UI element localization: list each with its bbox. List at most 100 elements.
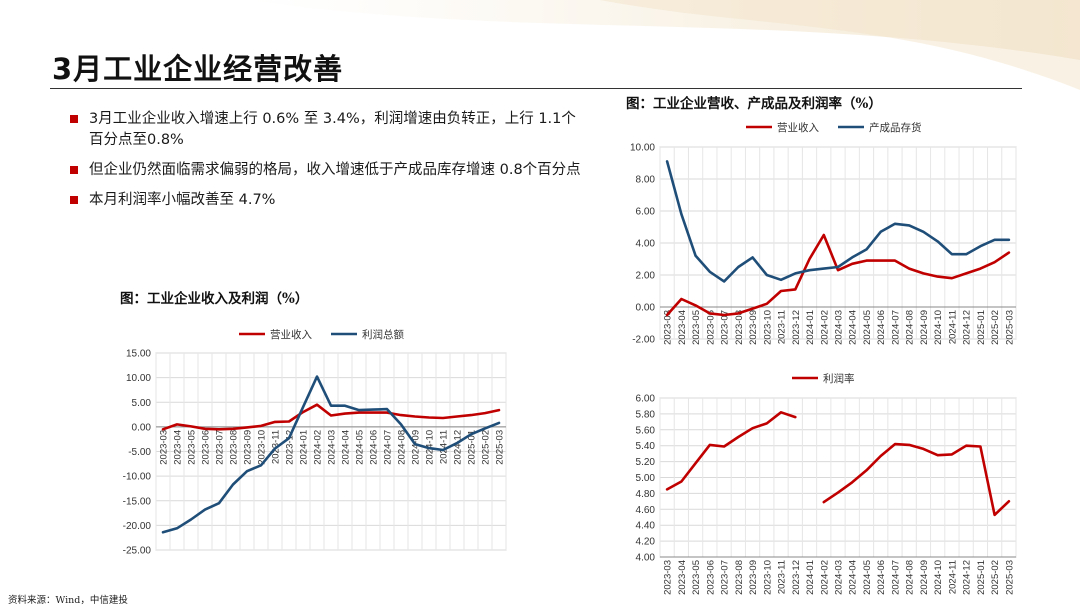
x-tick-label: 2023-10 <box>762 560 773 595</box>
series-line-利润率 <box>665 411 1011 517</box>
bullet-text: 3月工业企业收入增速上行 0.6% 至 3.4%，利润增速由负转正，上行 1.1… <box>89 111 576 148</box>
x-tick-label: 2024-04 <box>848 560 859 595</box>
page-title: 3月工业企业经营改善 <box>52 52 344 86</box>
y-tick-label: -15.00 <box>123 496 152 507</box>
x-tick-label: 2023-09 <box>748 310 759 345</box>
legend-label: 营业收入 <box>270 328 312 341</box>
x-tick-label: 2024-01 <box>805 310 816 345</box>
y-tick-label: 5.20 <box>636 457 656 468</box>
revenue-inventory-chart: 10.008.006.004.002.000.00-2.00 2023-03 202… <box>630 121 1017 346</box>
chart-2-title: 图：工业企业营收、产成品及利润率（%） <box>626 96 882 112</box>
x-tick-label: 2024-12 <box>453 430 464 465</box>
y-tick-label: 5.00 <box>132 398 152 409</box>
x-tick-label: 2024-03 <box>834 560 845 595</box>
x-tick-label: 2023-11 <box>777 560 788 594</box>
legend-label: 利润总额 <box>362 328 404 341</box>
y-tick-label: 0.00 <box>636 303 656 314</box>
income-profit-chart: 15.00 10.00 5.00 0.00 -5.00 -10.00 -15.00 -20.0… <box>123 328 507 557</box>
series-line-利润总额 <box>161 375 501 534</box>
y-tick-label: 4.20 <box>636 537 656 548</box>
y-tick-label: -25.00 <box>123 546 152 557</box>
series-line-营业收入 <box>665 233 1011 317</box>
bullet-text: 但企业仍然面临需求偏弱的格局，收入增速低于产成品库存增速 0.8个百分点 <box>89 162 581 178</box>
y-tick-label: 8.00 <box>636 175 656 186</box>
bullet-square-icon <box>70 166 78 174</box>
legend-label: 产成品存货 <box>869 121 922 134</box>
x-tick-label: 2023-03 <box>663 560 674 595</box>
x-tick-label: 2024-03 <box>834 310 845 345</box>
x-tick-label: 2024-09 <box>411 430 422 465</box>
x-tick-label: 2023-12 <box>791 310 802 345</box>
x-tick-label: 2024-11 <box>947 310 958 344</box>
y-tick-label: 4.40 <box>636 521 656 532</box>
x-tick-label: 2023-05 <box>691 560 702 595</box>
x-tick-label: 2024-04 <box>848 310 859 345</box>
x-tick-label: 2023-09 <box>748 560 759 595</box>
legend-label: 营业收入 <box>777 121 819 134</box>
x-tick-label: 2024-05 <box>862 560 873 595</box>
y-tick-label: 5.00 <box>636 473 656 484</box>
x-tick-label: 2024-04 <box>341 430 352 465</box>
x-tick-label: 2024-10 <box>933 310 944 345</box>
x-tick-label: 2024-05 <box>355 430 366 465</box>
y-tick-label: 4.60 <box>636 505 656 516</box>
x-tick-label: 2023-06 <box>201 430 212 465</box>
bullet-square-icon <box>70 115 78 123</box>
x-tick-label: 2023-10 <box>257 430 268 465</box>
x-tick-label: 2025-03 <box>1004 310 1015 345</box>
x-tick-label: 2024-12 <box>962 560 973 595</box>
bullet-square-icon <box>70 196 78 204</box>
x-tick-label: 2024-07 <box>890 310 901 345</box>
x-tick-label: 2024-01 <box>805 560 816 595</box>
x-tick-label: 2025-02 <box>990 310 1001 345</box>
source-note: 资料来源：Wind，中信建投 <box>8 595 128 606</box>
x-tick-label: 2025-03 <box>495 430 506 465</box>
x-tick-label: 2023-07 <box>720 310 731 345</box>
x-tick-label: 2025-01 <box>467 430 478 465</box>
x-tick-label: 2024-10 <box>933 560 944 595</box>
x-tick-label: 2023-08 <box>734 560 745 595</box>
bullet-list: 3月工业企业收入增速上行 0.6% 至 3.4%，利润增速由负转正，上行 1.1… <box>70 109 590 220</box>
x-tick-label: 2024-06 <box>876 310 887 345</box>
x-tick-label: 2023-05 <box>187 430 198 465</box>
x-tick-label: 2024-08 <box>905 310 916 345</box>
y-tick-label: 5.40 <box>636 441 656 452</box>
x-tick-label: 2024-07 <box>383 430 394 465</box>
x-tick-label: 2023-03 <box>159 430 170 465</box>
y-tick-label: 10.00 <box>630 143 655 154</box>
x-tick-label: 2023-12 <box>791 560 802 595</box>
y-tick-label: -10.00 <box>123 472 152 483</box>
x-tick-label: 2023-08 <box>734 310 745 345</box>
x-tick-label: 2025-03 <box>1004 560 1015 595</box>
y-tick-label: 0.00 <box>132 422 152 433</box>
x-tick-label: 2024-12 <box>962 310 973 345</box>
x-tick-label: 2024-02 <box>313 430 324 465</box>
y-tick-label: -20.00 <box>123 521 152 532</box>
legend-label: 利润率 <box>823 372 855 385</box>
y-tick-label: 5.60 <box>636 425 656 436</box>
x-tick-label: 2024-08 <box>397 430 408 465</box>
x-tick-label: 2023-10 <box>762 310 773 345</box>
bullet-item: 但企业仍然面临需求偏弱的格局，收入增速低于产成品库存增速 0.8个百分点 <box>70 160 590 181</box>
bullet-item: 3月工业企业收入增速上行 0.6% 至 3.4%，利润增速由负转正，上行 1.1… <box>70 109 590 151</box>
x-tick-label: 2024-02 <box>819 310 830 345</box>
x-tick-label: 2023-04 <box>173 430 184 465</box>
y-tick-label: 10.00 <box>126 373 151 384</box>
x-tick-label: 2023-07 <box>215 430 226 465</box>
y-tick-label: 4.00 <box>636 553 656 564</box>
profit-margin-chart: 6.00 5.80 5.60 5.40 5.20 5.00 4.80 4.60 4.40 4.20… <box>636 372 1017 595</box>
x-tick-label: 2023-08 <box>229 430 240 465</box>
x-tick-label: 2025-01 <box>976 560 987 595</box>
x-tick-label: 2024-07 <box>890 560 901 595</box>
x-tick-label: 2023-12 <box>285 430 296 465</box>
x-tick-label: 2023-07 <box>720 560 731 595</box>
x-tick-label: 2025-02 <box>481 430 492 465</box>
x-tick-label: 2024-03 <box>327 430 338 465</box>
y-tick-label: 4.00 <box>636 239 656 250</box>
x-tick-label: 2023-04 <box>677 310 688 345</box>
x-tick-label: 2023-06 <box>705 310 716 345</box>
x-tick-label: 2024-11 <box>439 430 450 464</box>
x-tick-label: 2025-01 <box>976 310 987 345</box>
y-tick-label: 15.00 <box>126 349 151 360</box>
y-tick-label: 6.00 <box>636 207 656 218</box>
